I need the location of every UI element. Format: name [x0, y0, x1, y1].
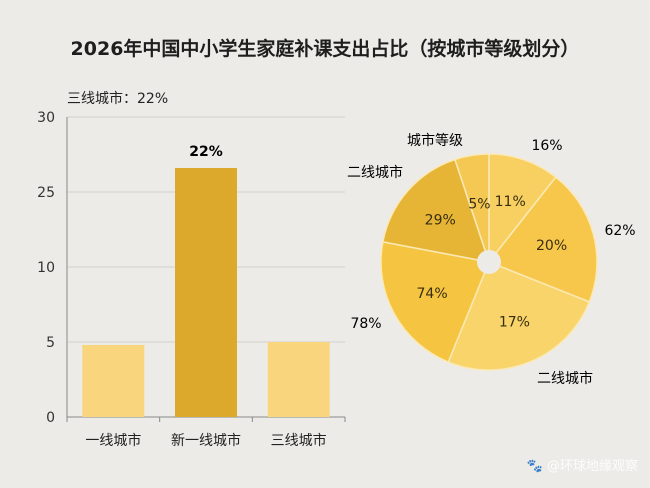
- x-tick-label: 三线城市: [271, 432, 327, 449]
- pie-hole: [477, 250, 501, 274]
- watermark: 🐾 @环球地缘观察: [527, 455, 638, 474]
- pie-slice: [487, 176, 598, 303]
- paw-logo-icon: 🐾: [526, 459, 543, 474]
- pie-slice-label: 74%: [417, 286, 448, 302]
- bar: [175, 168, 237, 417]
- pie-slice-label: 5%: [468, 196, 490, 212]
- x-tick-label: 新一线城市: [171, 432, 241, 449]
- pie-slice: [488, 153, 557, 265]
- y-tick-label: 0: [46, 410, 55, 426]
- pie-outer-label: 二线城市: [347, 164, 403, 181]
- bar-annotation: 三线城市：22%: [67, 90, 168, 107]
- y-tick-label: 25: [37, 185, 55, 201]
- pie-slice-label: 29%: [425, 212, 456, 228]
- bar: [82, 345, 145, 417]
- pie-outer-label: 城市等级: [407, 132, 463, 149]
- pie-outer-label: 62%: [604, 223, 635, 239]
- pie-slice: [382, 158, 491, 263]
- bar-chart: 0 5 10 25 30 一线城市 新一线城市 22% 三线城市: [37, 110, 346, 449]
- pie-slice-label: 11%: [495, 194, 526, 210]
- pie-slice-label: 20%: [536, 238, 567, 254]
- pie-slice: [447, 261, 591, 371]
- x-tick-label: 一线城市: [85, 432, 141, 449]
- chart-title: 2026年中国中小学生家庭补课支出占比（按城市等级划分）: [70, 38, 580, 60]
- bar: [267, 342, 330, 417]
- pie-chart: 11% 20% 17% 74% 29% 5%: [380, 153, 598, 371]
- watermark-text: @环球地缘观察: [546, 459, 638, 474]
- y-tick-label: 10: [37, 260, 55, 276]
- pie-slice: [380, 241, 491, 363]
- pie-outer-label: 78%: [350, 316, 381, 332]
- y-tick-label: 5: [46, 335, 55, 351]
- pie-outer-label: 二线城市: [537, 370, 593, 387]
- bar-data-label: 22%: [189, 144, 223, 160]
- pie-outer-label: 16%: [531, 138, 562, 154]
- pie-slice: [454, 153, 490, 263]
- y-tick-label: 30: [37, 110, 55, 126]
- pie-slice-label: 17%: [499, 315, 530, 331]
